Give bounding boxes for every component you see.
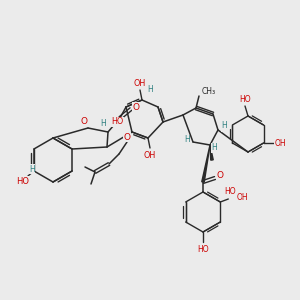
Polygon shape xyxy=(210,145,213,160)
Text: CH₃: CH₃ xyxy=(202,86,216,95)
Text: O: O xyxy=(217,172,224,181)
Text: O: O xyxy=(124,133,130,142)
Text: HO: HO xyxy=(239,94,251,103)
Text: H: H xyxy=(184,136,190,145)
Text: H: H xyxy=(211,143,217,152)
Polygon shape xyxy=(202,145,210,182)
Text: O: O xyxy=(133,103,140,112)
Text: H: H xyxy=(29,164,35,173)
Text: OH: OH xyxy=(134,79,146,88)
Text: OH: OH xyxy=(144,151,156,160)
Text: H: H xyxy=(221,122,227,131)
Text: O: O xyxy=(80,116,88,125)
Text: OH: OH xyxy=(236,194,248,202)
Text: HO: HO xyxy=(224,188,236,196)
Text: H: H xyxy=(221,121,227,130)
Text: H: H xyxy=(147,85,153,94)
Text: HO: HO xyxy=(111,118,123,127)
Text: OH: OH xyxy=(275,139,286,148)
Text: H: H xyxy=(100,119,106,128)
Text: HO: HO xyxy=(197,245,209,254)
Text: HO: HO xyxy=(16,176,29,185)
